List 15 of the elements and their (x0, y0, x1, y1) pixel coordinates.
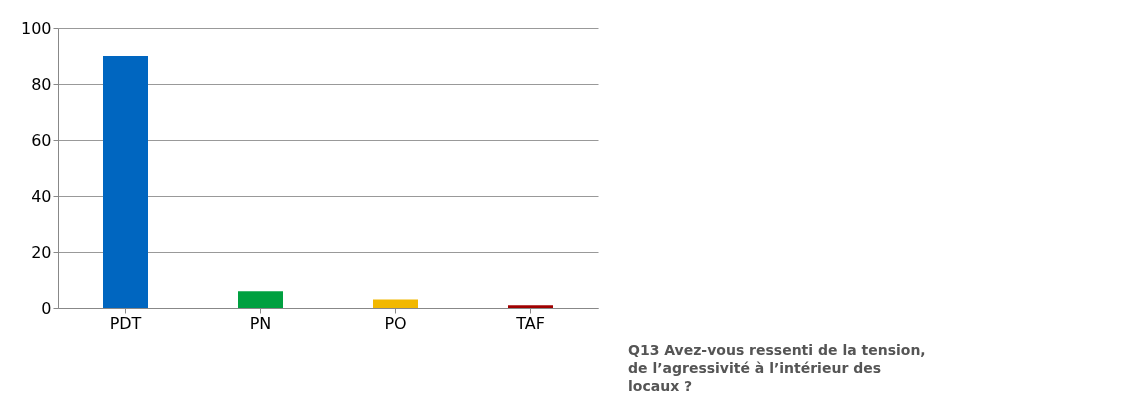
y-tick-label: 20 (31, 242, 52, 262)
bar (238, 291, 283, 308)
y-tick-label: 40 (31, 186, 52, 206)
y-tick-label: 60 (31, 130, 52, 150)
x-tick-label: TAF (515, 313, 545, 333)
x-tick-label: PDT (109, 313, 142, 333)
y-tick-label: 0 (41, 298, 52, 318)
y-tick-label: 100 (20, 18, 52, 38)
text: Q13 Avez-vous ressenti de la tension, de l’agressivité à l’intérieur des locaux ? (628, 342, 926, 394)
x-tick-label: PO (384, 313, 407, 333)
bar (373, 299, 418, 308)
y-tick-label: 80 (31, 74, 52, 94)
x-tick-label: PN (249, 313, 272, 333)
bar (508, 305, 553, 308)
bar (103, 56, 148, 308)
